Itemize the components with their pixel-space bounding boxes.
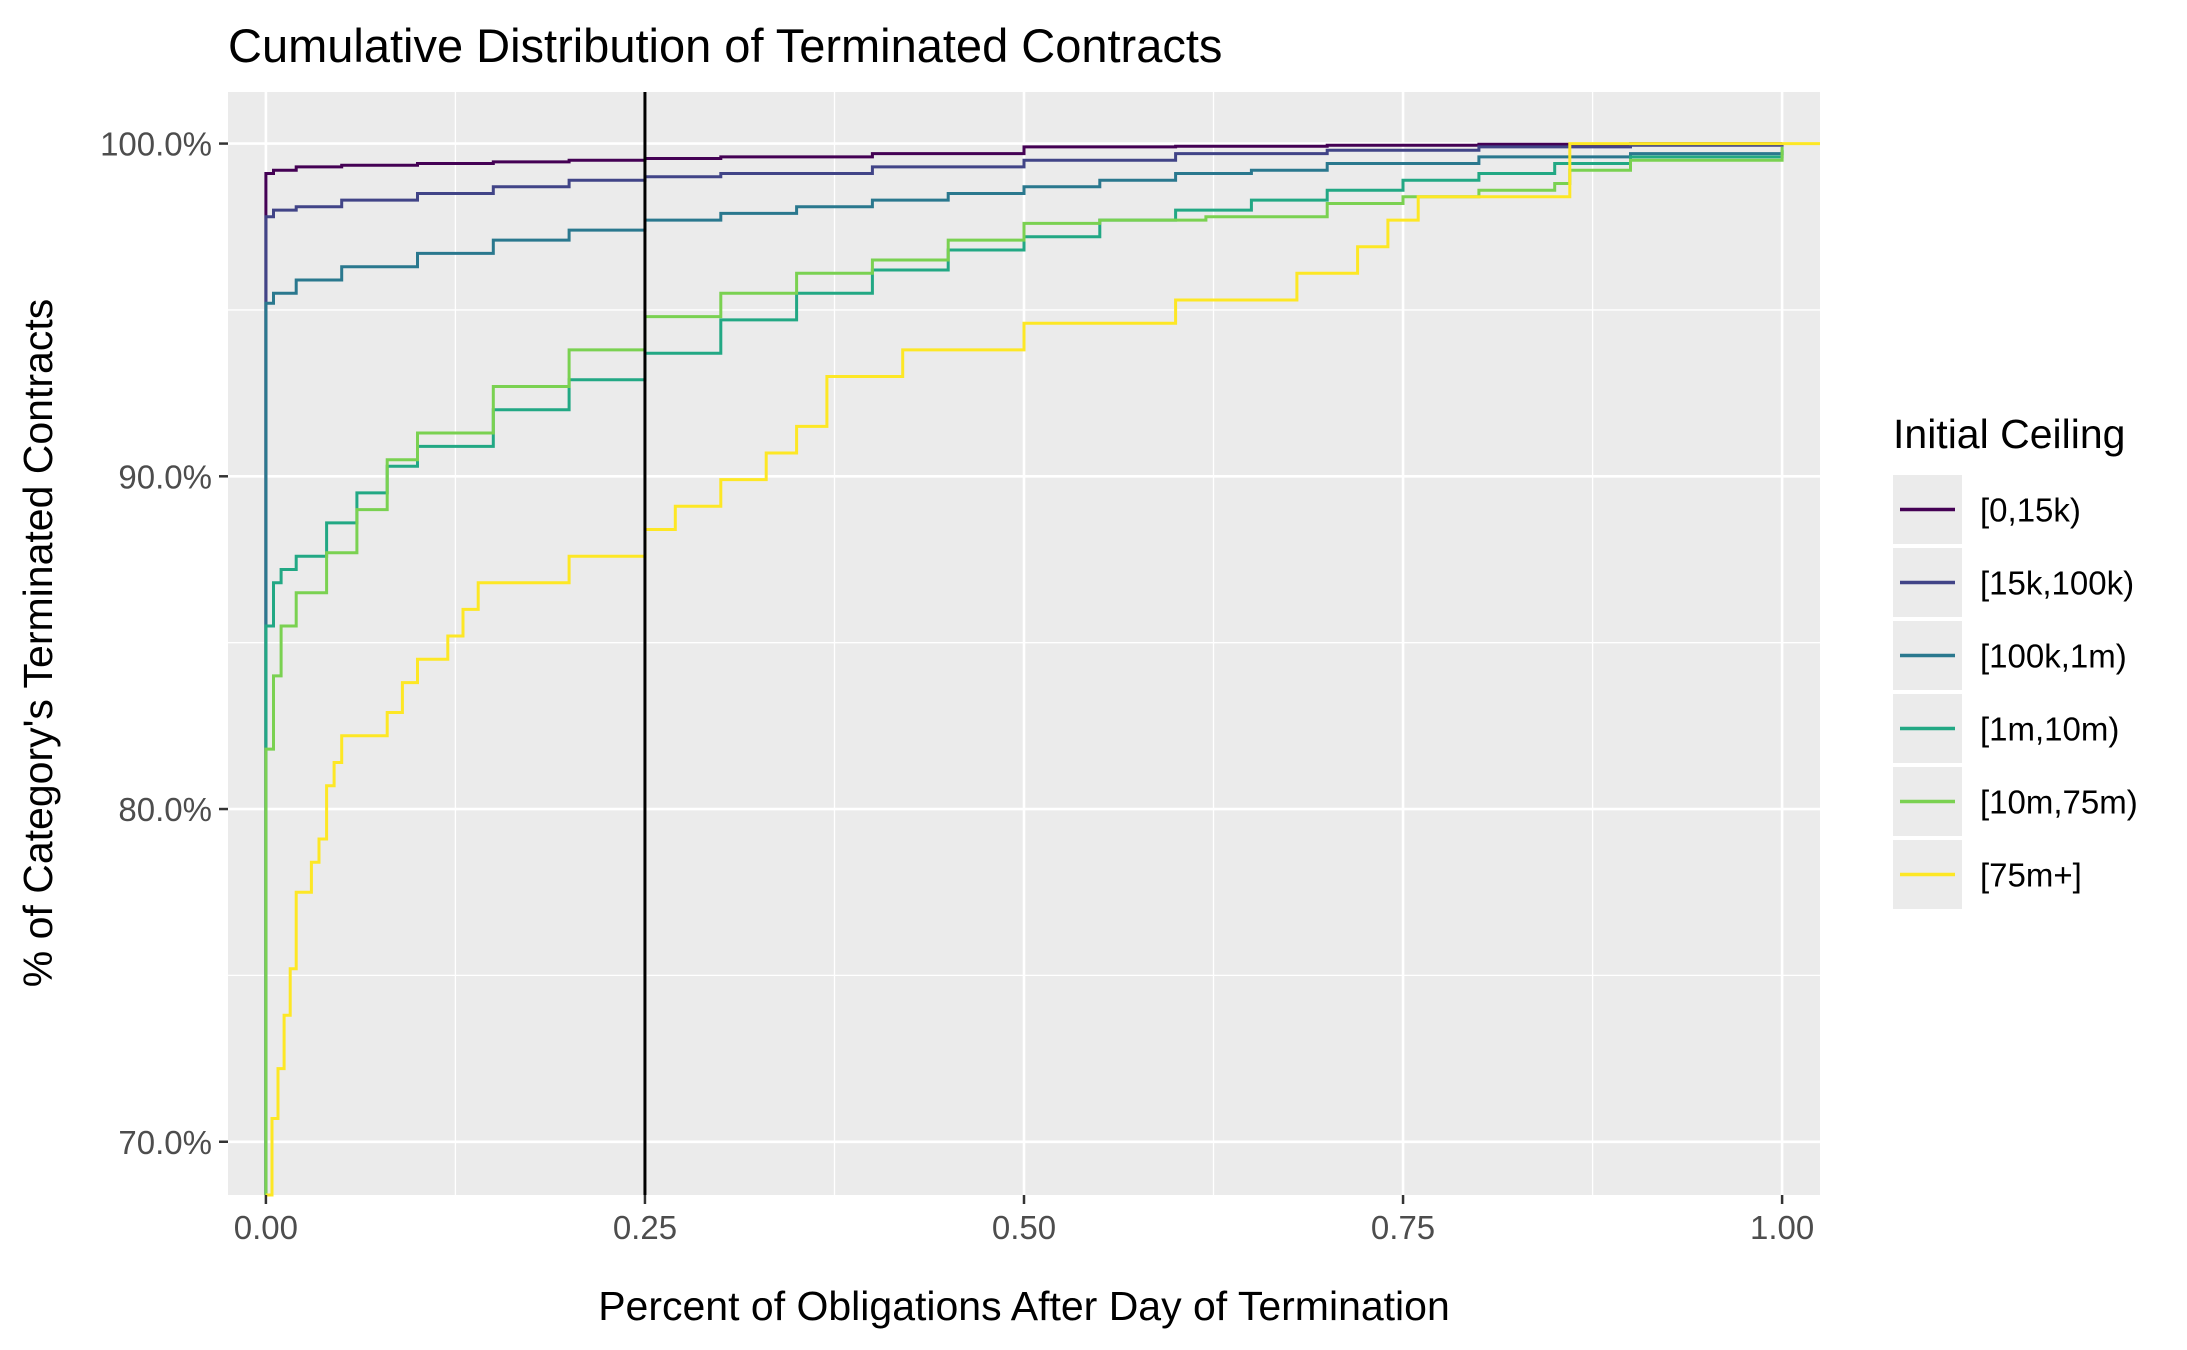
series-layer xyxy=(264,142,1820,1197)
x-tick-label: 1.00 xyxy=(1750,1209,1814,1246)
legend-label: [75m+] xyxy=(1980,857,2082,894)
series-line-1 xyxy=(264,142,1783,1195)
chart-title: Cumulative Distribution of Terminated Co… xyxy=(228,19,1222,72)
legend: Initial Ceiling [0,15k) [15k,100k) [100k,1… xyxy=(1893,411,2138,909)
legend-label: [10m,75m) xyxy=(1980,784,2138,821)
legend-label: [100k,1m) xyxy=(1980,638,2127,675)
x-tick-label: 0.25 xyxy=(613,1209,677,1246)
x-tick-label: 0.00 xyxy=(234,1209,298,1246)
y-axis-title: % of Category's Terminated Contracts xyxy=(15,299,61,987)
y-tick-label: 100.0% xyxy=(100,126,212,163)
series-line-5 xyxy=(264,146,1784,1195)
y-tick-label: 90.0% xyxy=(118,458,212,495)
x-tick-label: 0.75 xyxy=(1371,1209,1435,1246)
x-axis: 0.00 0.25 0.50 0.75 1.00 xyxy=(234,1195,1814,1246)
series-line-2 xyxy=(264,143,1784,1195)
y-tick-label: 70.0% xyxy=(118,1124,212,1161)
legend-label: [15k,100k) xyxy=(1980,565,2134,602)
series-line-3 xyxy=(264,150,1784,1195)
y-axis: 70.0% 80.0% 90.0% 100.0% xyxy=(100,126,228,1161)
legend-label: [0,15k) xyxy=(1980,492,2081,529)
series-line-4 xyxy=(264,150,1784,1195)
legend-title: Initial Ceiling xyxy=(1893,411,2125,457)
x-tick-label: 0.50 xyxy=(992,1209,1056,1246)
x-axis-title: Percent of Obligations After Day of Term… xyxy=(598,1283,1450,1329)
y-tick-label: 80.0% xyxy=(118,791,212,828)
legend-items: [0,15k) [15k,100k) [100k,1m) [1m,10m) [10m,7… xyxy=(1893,475,2138,909)
legend-label: [1m,10m) xyxy=(1980,711,2119,748)
series-line-6 xyxy=(265,142,1820,1197)
